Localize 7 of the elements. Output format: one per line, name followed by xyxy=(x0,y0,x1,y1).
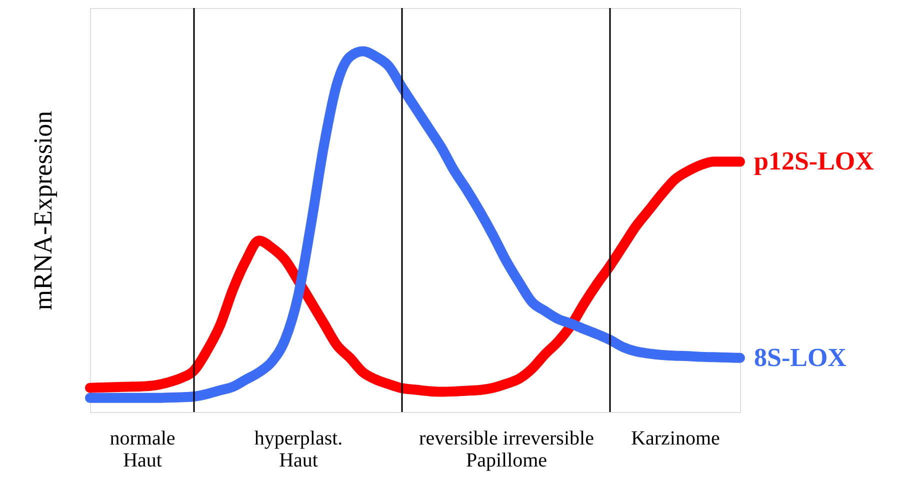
x-tick-label: reversible irreversible Papillome xyxy=(419,428,594,472)
y-axis-title: mRNA-Expression xyxy=(28,110,58,310)
series-label: p12S-LOX xyxy=(754,146,874,176)
x-tick-label: normale Haut xyxy=(110,428,176,472)
series-label: 8S-LOX xyxy=(754,342,847,372)
x-tick-label: hyperplast. Haut xyxy=(254,428,343,472)
x-tick-label: Karzinome xyxy=(631,428,720,450)
